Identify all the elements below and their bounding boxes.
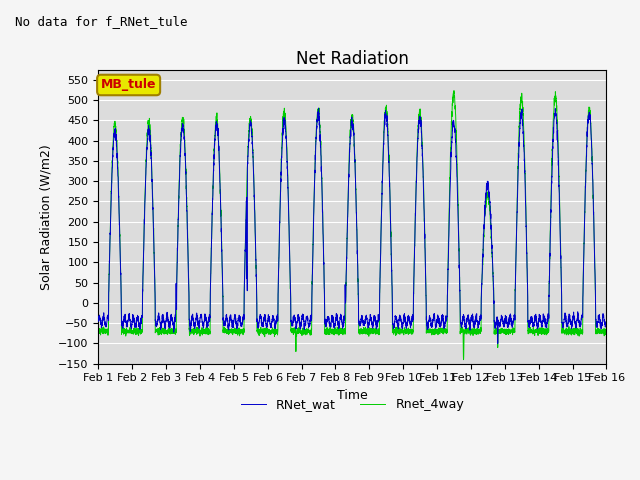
RNet_wat (603, 319, 611, 325)
RNet_wat (315, 105, 323, 111)
Line: Rnet_4way: Rnet_4way (99, 91, 607, 360)
Y-axis label: Solar Radiation (W/m2): Solar Radiation (W/m2) (40, 144, 52, 289)
Title: Net Radiation: Net Radiation (296, 50, 409, 68)
RNet_wat (602, 322, 610, 327)
Legend: RNet_wat, Rnet_4way: RNet_wat, Rnet_4way (236, 393, 469, 416)
Rnet_4way (438, 327, 445, 333)
Rnet_4way (333, 327, 341, 333)
Rnet_4way (495, 330, 503, 336)
Rnet_4way (186, 329, 193, 335)
RNet_wat (495, 322, 503, 328)
Rnet_4way (460, 357, 467, 362)
Text: MB_tule: MB_tule (101, 79, 156, 92)
Rnet_4way (450, 88, 458, 94)
RNet_wat (333, 312, 341, 318)
RNet_wat (186, 320, 193, 325)
Rnet_4way (467, 327, 474, 333)
Rnet_4way (602, 328, 610, 334)
RNet_wat (466, 327, 474, 333)
Line: RNet_wat: RNet_wat (99, 108, 607, 344)
X-axis label: Time: Time (337, 389, 368, 402)
Rnet_4way (95, 330, 102, 336)
Text: No data for f_RNet_tule: No data for f_RNet_tule (15, 15, 188, 28)
RNet_wat (95, 317, 102, 323)
RNet_wat (438, 315, 445, 321)
Rnet_4way (603, 327, 611, 333)
RNet_wat (494, 341, 502, 347)
